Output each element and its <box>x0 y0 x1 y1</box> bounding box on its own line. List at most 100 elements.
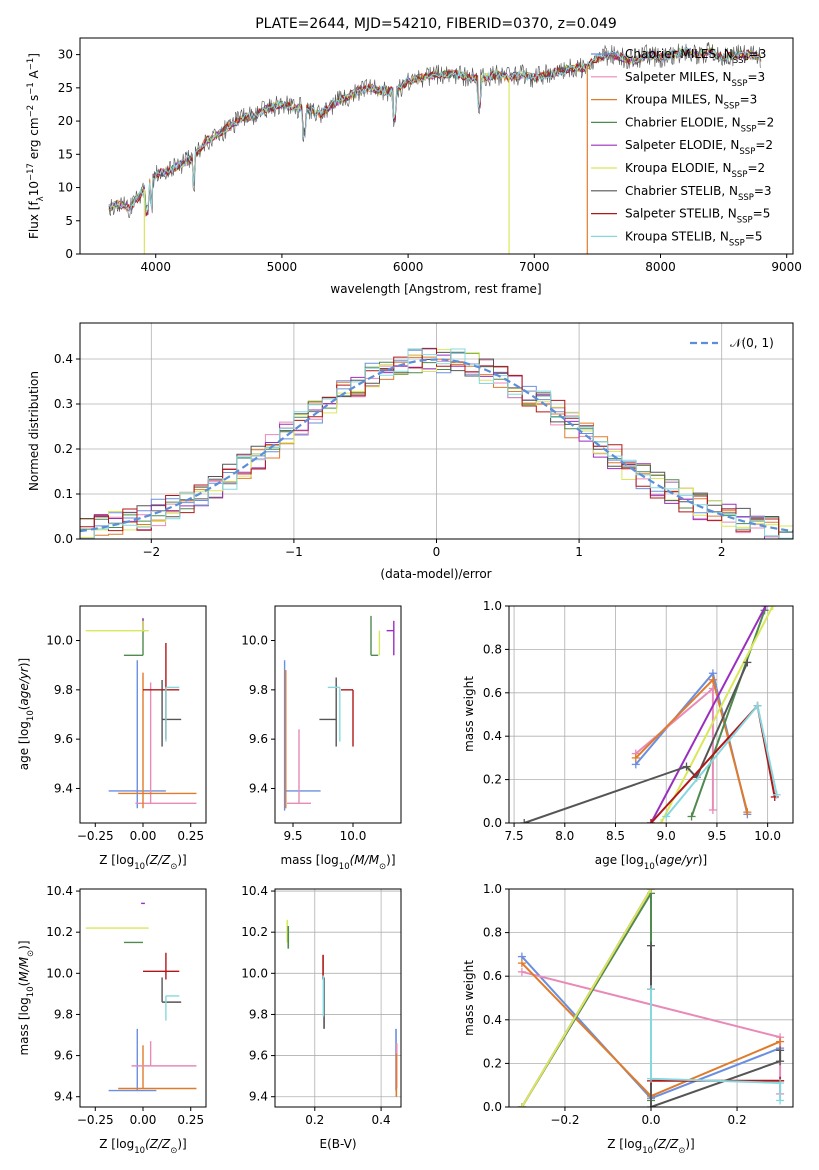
chart-title: PLATE=2644, MJD=54210, FIBERID=0370, z=0… <box>255 16 617 32</box>
y-tick-label: 9.6 <box>54 1049 73 1063</box>
axes-frame <box>508 605 794 824</box>
x-tick-label: 8.0 <box>555 829 574 843</box>
y-tick-label: 9.6 <box>249 732 268 746</box>
y-axis-label: mass weight <box>462 960 476 1036</box>
y-axis-label: Normed distribution <box>27 371 41 491</box>
axes-frame <box>274 605 402 824</box>
series-line <box>660 606 774 823</box>
y-tick-label: 15 <box>58 147 73 161</box>
y-tick-label: 10.4 <box>46 884 73 898</box>
series-line <box>523 661 749 823</box>
plot-area <box>520 606 781 823</box>
plot-area <box>286 919 398 1097</box>
y-tick-label: 1.0 <box>483 882 502 896</box>
y-tick-label: 25 <box>58 81 73 95</box>
weight-vs-Z-panel: −0.2 0.0 0.2 0.0 0.2 0.4 0.6 0.8 1.0 Z [log10(Z/Z… <box>462 882 794 1156</box>
x-tick-label: 0.2 <box>305 1113 324 1127</box>
y-tick-label: 9.6 <box>54 732 73 746</box>
residuals-panel: −2 −1 0 1 2 0.0 0.1 0.2 0.3 0.4 (data-model)/error… <box>27 322 794 581</box>
x-tick-label: −0.25 <box>77 829 114 843</box>
y-tick-label: 10.0 <box>46 634 73 648</box>
y-tick-label: 0.0 <box>483 1100 502 1114</box>
x-axis-label: mass [log10(M/M⊙)] <box>280 853 395 872</box>
x-axis-label: Z [log10(Z/Z⊙)] <box>99 853 187 872</box>
normal-curve <box>80 358 793 533</box>
y-tick-label: 0.4 <box>54 352 73 366</box>
legend-label: 𝒩(0, 1) <box>730 336 774 350</box>
y-tick-label: 0.2 <box>483 1056 502 1070</box>
y-tick-label: 9.4 <box>54 1090 73 1104</box>
y-tick-label: 9.4 <box>249 1090 268 1104</box>
x-tick-label: 0.25 <box>177 829 204 843</box>
x-tick-label: 4000 <box>140 260 171 274</box>
axes-frame <box>79 322 794 540</box>
y-axis-label: age [log10(age/yr)] <box>17 658 36 770</box>
plot-area <box>517 889 785 1107</box>
plot-area <box>283 615 395 811</box>
x-tick-label: 0.00 <box>130 829 157 843</box>
y-tick-label: 0.3 <box>54 397 73 411</box>
y-tick-label: 20 <box>58 114 73 128</box>
y-tick-label: 1.0 <box>483 599 502 613</box>
y-tick-label: 10.0 <box>241 634 268 648</box>
x-tick-label: 0 <box>433 545 441 559</box>
y-tick-label: 10 <box>58 181 73 195</box>
y-tick-label: 0 <box>65 247 73 261</box>
spectrum-line <box>108 46 762 213</box>
mass-vs-ebv-panel: 0.2 0.4 9.4 9.6 9.8 10.0 10.2 10.4 E(B-V) <box>241 884 402 1151</box>
spectrum-line <box>108 42 762 219</box>
x-tick-label: 7.5 <box>505 829 524 843</box>
x-tick-label: 10.0 <box>340 829 367 843</box>
y-tick-label: 0.6 <box>483 686 502 700</box>
x-tick-label: 0.25 <box>177 1113 204 1127</box>
x-tick-label: 8000 <box>645 260 676 274</box>
series-line <box>650 606 767 823</box>
legend-label: Salpeter ELODIE, NSSP=2 <box>625 138 773 157</box>
x-tick-label: 9.5 <box>283 829 302 843</box>
spectrum-line <box>108 49 762 217</box>
x-tick-label: −2 <box>142 545 160 559</box>
axes-frame <box>508 888 794 1108</box>
plot-area <box>108 42 762 254</box>
y-tick-label: 9.4 <box>54 781 73 795</box>
y-tick-label: 10.2 <box>241 925 268 939</box>
y-tick-label: 0.4 <box>483 1013 502 1027</box>
x-tick-label: 5000 <box>267 260 298 274</box>
axes-frame <box>274 888 402 1108</box>
y-axis-label: mass weight <box>462 676 476 752</box>
y-tick-label: 9.8 <box>249 683 268 697</box>
y-tick-label: 5 <box>65 214 73 228</box>
y-tick-label: 9.4 <box>249 781 268 795</box>
y-tick-label: 0.4 <box>483 729 502 743</box>
series-line <box>650 989 782 1101</box>
y-tick-label: 9.6 <box>249 1049 268 1063</box>
legend-label: Kroupa ELODIE, NSSP=2 <box>625 161 765 180</box>
series-line <box>521 889 652 1107</box>
y-tick-label: 10.2 <box>46 925 73 939</box>
legend-label: Chabrier STELIB, NSSP=3 <box>625 184 772 203</box>
y-tick-label: 0.1 <box>54 487 73 501</box>
y-tick-label: 0.8 <box>483 642 502 656</box>
x-tick-label: 0.00 <box>130 1113 157 1127</box>
x-axis-label: age [log10(age/yr)] <box>595 853 707 872</box>
y-tick-label: 9.8 <box>54 683 73 697</box>
spectrum-panel: 4000 5000 6000 7000 8000 9000 0 5 10 15 20 25 30 PLAT… <box>26 16 802 296</box>
x-tick-label: 1 <box>575 545 583 559</box>
x-tick-label: 9.0 <box>657 829 676 843</box>
x-axis-label: Z [log10(Z/Z⊙)] <box>99 1137 187 1156</box>
legend-label: Salpeter MILES, NSSP=3 <box>625 70 765 89</box>
x-tick-label: 8.5 <box>606 829 625 843</box>
y-tick-label: 0.0 <box>54 532 73 546</box>
x-axis-label: (data-model)/error <box>380 567 491 581</box>
y-tick-label: 0.8 <box>483 926 502 940</box>
x-tick-label: 9000 <box>771 260 802 274</box>
x-tick-label: 0.0 <box>641 1113 660 1127</box>
x-axis-label: E(B-V) <box>319 1137 356 1151</box>
x-axis-label: Z [log10(Z/Z⊙)] <box>607 1137 695 1156</box>
y-tick-label: 0.6 <box>483 969 502 983</box>
legend-label: Chabrier ELODIE, NSSP=2 <box>625 115 774 134</box>
x-tick-label: 9.5 <box>707 829 726 843</box>
y-tick-label: 10.4 <box>241 884 268 898</box>
y-tick-label: 0.0 <box>483 816 502 830</box>
